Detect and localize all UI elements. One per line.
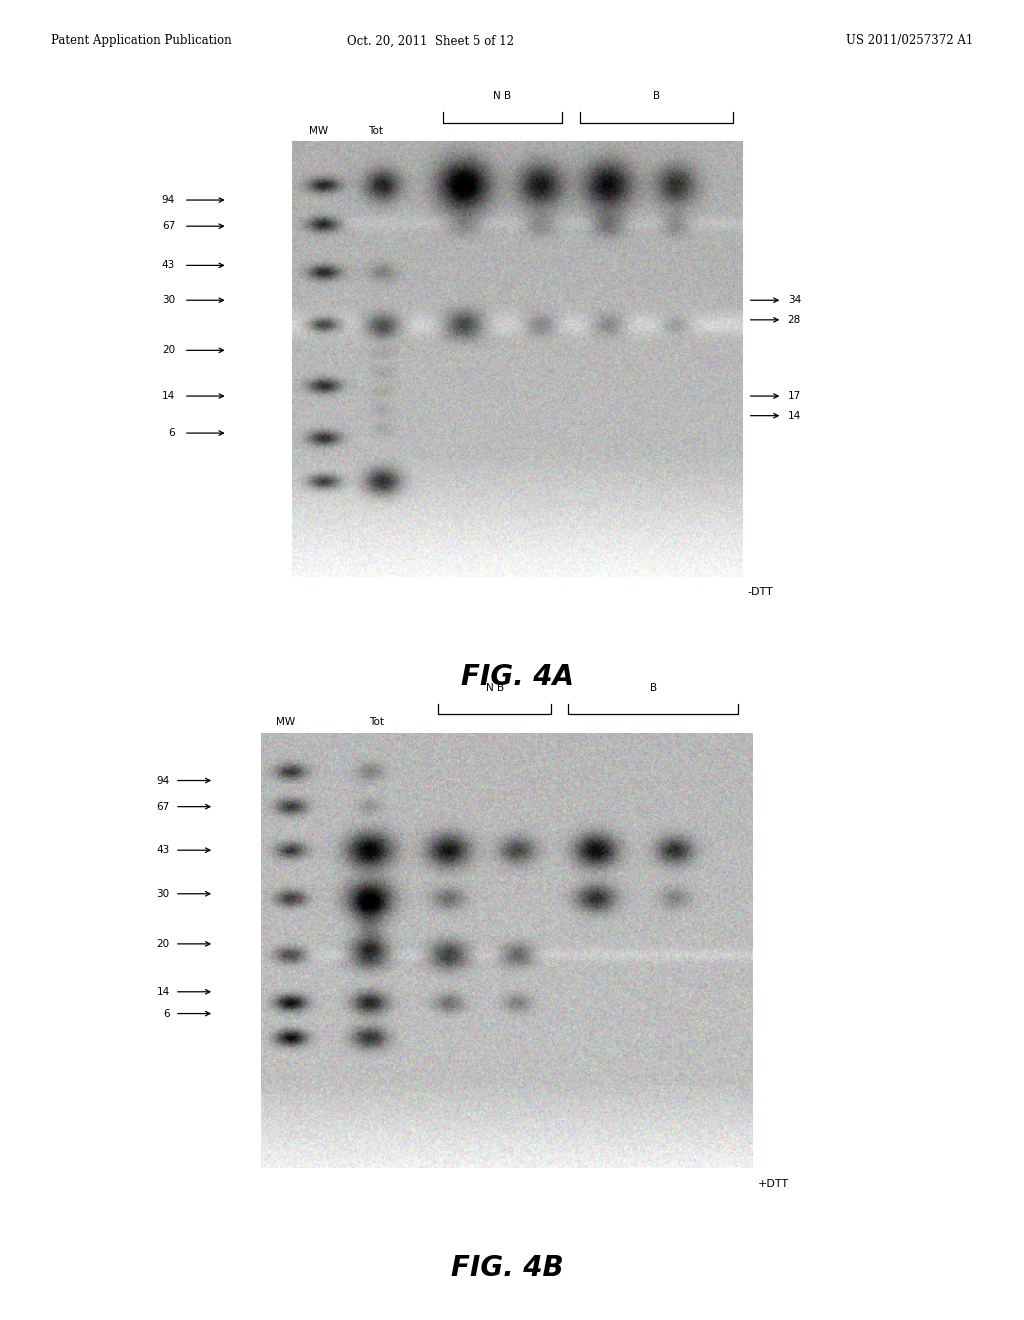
Text: N B: N B	[485, 682, 504, 693]
Text: 67: 67	[157, 801, 170, 812]
Text: 43: 43	[157, 845, 170, 855]
Text: 30: 30	[157, 888, 170, 899]
Text: 67: 67	[162, 222, 175, 231]
Text: Oct. 20, 2011  Sheet 5 of 12: Oct. 20, 2011 Sheet 5 of 12	[346, 34, 514, 48]
Text: 20: 20	[157, 939, 170, 949]
Text: MW: MW	[276, 717, 295, 727]
Text: 14: 14	[157, 987, 170, 997]
Text: 20: 20	[162, 346, 175, 355]
Text: 14: 14	[787, 411, 801, 421]
Text: 43: 43	[162, 260, 175, 271]
Text: FIG. 4A: FIG. 4A	[461, 663, 573, 690]
Text: Patent Application Publication: Patent Application Publication	[51, 34, 231, 48]
Text: -DTT: -DTT	[748, 587, 773, 598]
Text: FIG. 4B: FIG. 4B	[451, 1254, 563, 1282]
Text: 30: 30	[162, 296, 175, 305]
Text: 6: 6	[163, 1008, 170, 1019]
Text: B: B	[653, 91, 660, 102]
Text: +DTT: +DTT	[758, 1179, 788, 1189]
Text: 14: 14	[162, 391, 175, 401]
Text: 34: 34	[787, 296, 801, 305]
Text: 94: 94	[162, 195, 175, 205]
Text: 6: 6	[169, 428, 175, 438]
Text: Tot: Tot	[368, 125, 383, 136]
Text: N B: N B	[494, 91, 512, 102]
Text: 17: 17	[787, 391, 801, 401]
Text: Tot: Tot	[369, 717, 384, 727]
Text: 94: 94	[157, 776, 170, 785]
Text: 28: 28	[787, 315, 801, 325]
Text: US 2011/0257372 A1: US 2011/0257372 A1	[846, 34, 973, 48]
Text: MW: MW	[309, 125, 329, 136]
Text: B: B	[649, 682, 656, 693]
